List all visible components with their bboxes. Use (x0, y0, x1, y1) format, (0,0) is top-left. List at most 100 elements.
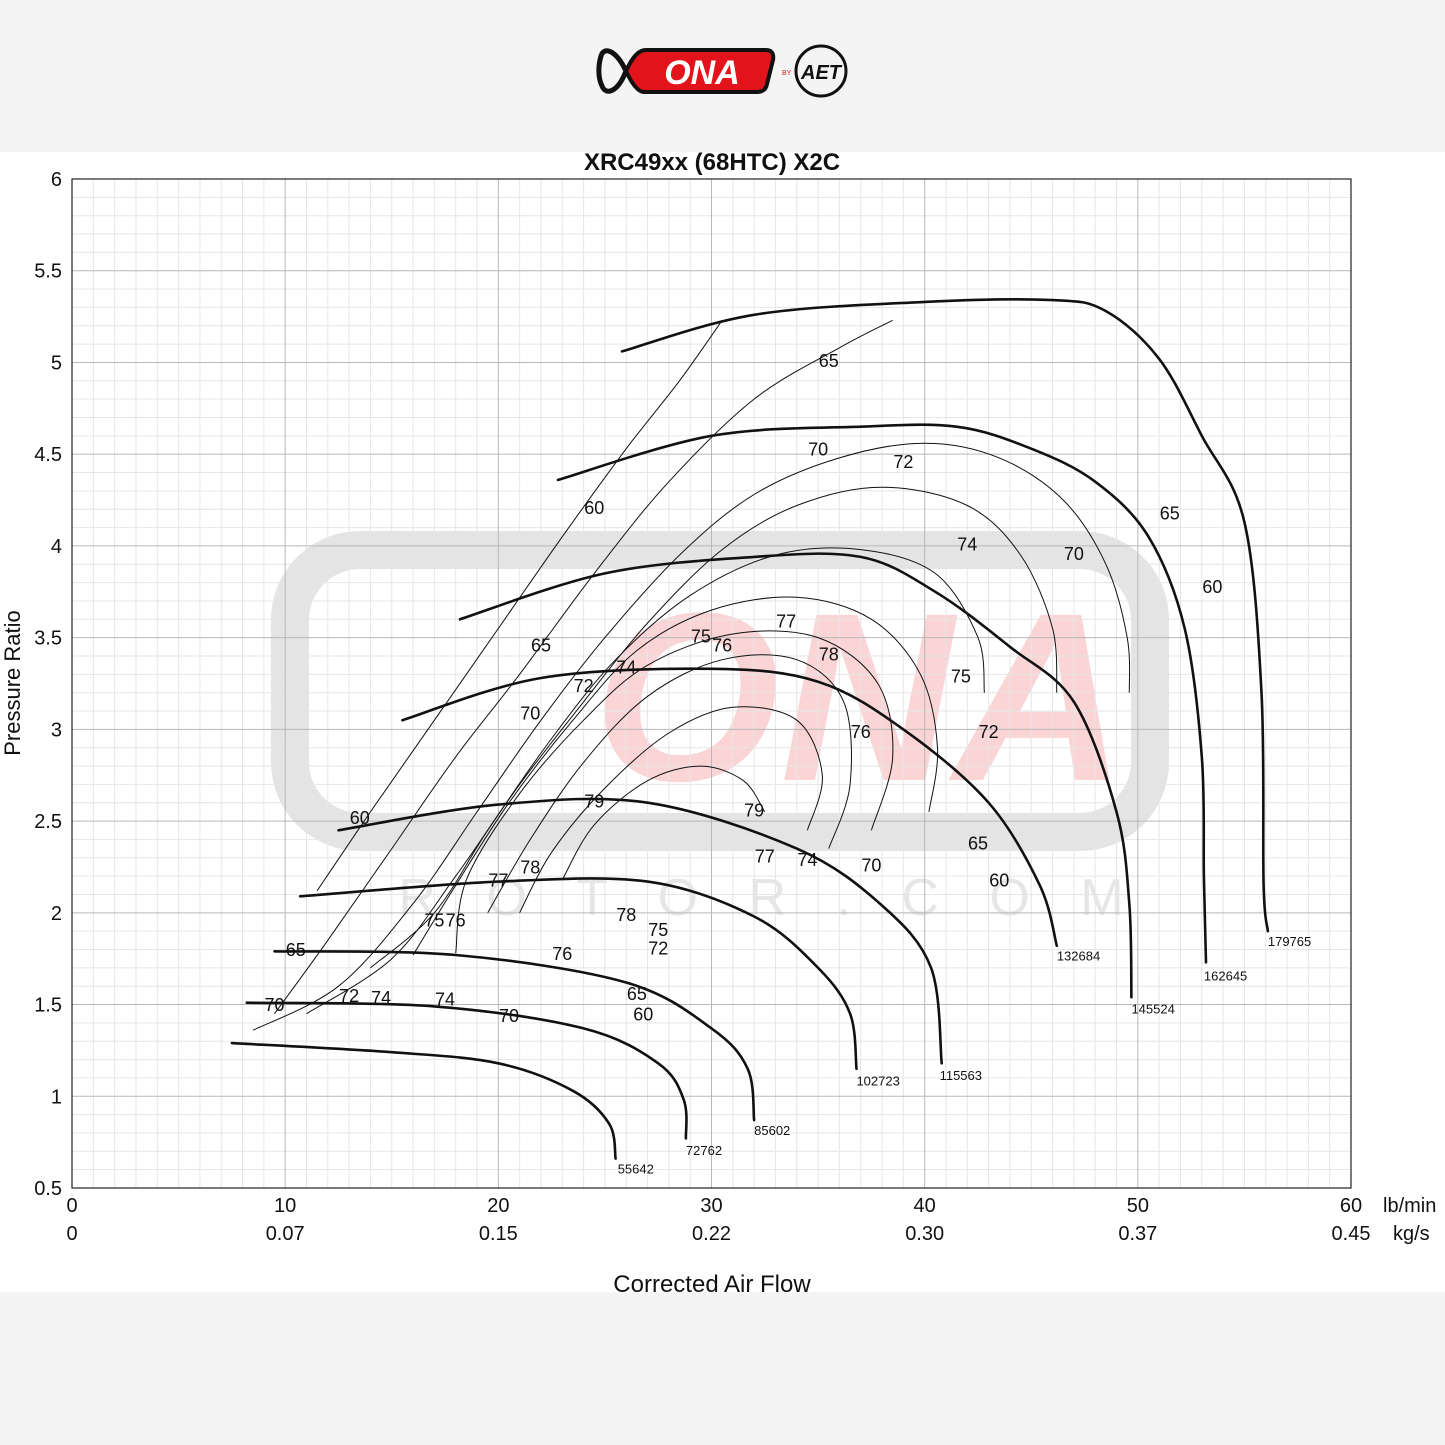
efficiency-label: 65 (627, 984, 647, 1004)
logo-x-loop-icon (596, 48, 629, 94)
efficiency-label: 60 (633, 1004, 653, 1024)
efficiency-contour-79 (561, 765, 766, 881)
x2-tick-label: 0.37 (1118, 1223, 1157, 1245)
y-axis-label: Pressure Ratio (0, 610, 25, 756)
y-tick-label: 3.5 (34, 628, 62, 650)
efficiency-label: 76 (851, 722, 871, 742)
y-tick-label: 2 (51, 903, 62, 925)
efficiency-label: 75 (951, 667, 971, 687)
efficiency-label: 70 (520, 703, 540, 723)
efficiency-label: 76 (446, 911, 466, 931)
y-tick-label: 1 (51, 1086, 62, 1108)
speed-line-162645 (556, 423, 1208, 964)
speed-line-labels: 55642 72762 85602 102723 115563 132684 145524 1… (618, 934, 1312, 1176)
efficiency-label: 74 (435, 990, 455, 1010)
speed-line-label: 72762 (686, 1143, 722, 1158)
speed-line-102723 (298, 877, 858, 1071)
watermark-text: ONA (593, 563, 1126, 831)
x-tick-label: 30 (700, 1195, 722, 1217)
efficiency-label: 60 (989, 870, 1009, 890)
plot-frame (71, 178, 1352, 1189)
chart-panel (0, 152, 1445, 1292)
logo-partner-ring-icon (794, 44, 848, 98)
efficiency-label: 76 (552, 944, 572, 964)
y-tick-labels: 0.5 1 1.5 2 2.5 3 3.5 4 4.5 5 5.5 6 (34, 169, 62, 1200)
efficiency-label: 74 (957, 535, 977, 555)
x2-tick-label: 0.22 (692, 1223, 731, 1245)
efficiency-label: 65 (531, 636, 551, 656)
efficiency-label: 65 (819, 351, 839, 371)
efficiency-contours (252, 319, 1131, 1031)
efficiency-contour-75 (412, 596, 939, 956)
speed-line-label: 85602 (754, 1123, 790, 1138)
efficiency-label: 75 (424, 911, 444, 931)
speed-lines (230, 298, 1270, 1160)
header-band: ONA BY AET (0, 0, 1445, 152)
x2-tick-label: 0.07 (266, 1223, 305, 1245)
logo-x-stroke-icon (623, 48, 776, 94)
watermark: ONA R O T O R . C O M (271, 531, 1169, 927)
speed-line-label: 55642 (618, 1161, 654, 1176)
efficiency-label: 60 (1202, 577, 1222, 597)
efficiency-label: 77 (488, 870, 508, 890)
efficiency-label: 76 (712, 636, 732, 656)
logo-by-text: BY (782, 70, 792, 77)
brand-logo: ONA BY AET (596, 44, 848, 98)
efficiency-contour-60 (316, 320, 723, 892)
efficiency-label: 74 (371, 988, 391, 1008)
speed-line-label: 145524 (1131, 1002, 1174, 1017)
efficiency-label: 75 (691, 626, 711, 646)
efficiency-label: 78 (520, 858, 540, 878)
y-tick-label: 3 (51, 719, 62, 741)
watermark-frame-icon (271, 531, 1169, 851)
efficiency-contour-74 (370, 547, 985, 969)
speed-line-label: 162645 (1204, 969, 1247, 984)
chart-title: XRC49xx (68HTC) X2C (584, 149, 840, 176)
efficiency-label: 74 (797, 850, 817, 870)
efficiency-contour-72 (306, 486, 1058, 1015)
x2-tick-label: 0.30 (905, 1223, 944, 1245)
y-tick-label: 1.5 (34, 995, 62, 1017)
watermark-sub-text: R O T O R . C O M (398, 869, 1141, 927)
logo-text: ONA (664, 54, 740, 92)
speed-line-115563 (337, 797, 943, 1065)
y-tick-label: 6 (51, 169, 62, 191)
x-tick-label: 60 (1340, 1195, 1362, 1217)
logo-partner-text: AET (800, 62, 843, 84)
efficiency-label: 72 (979, 722, 999, 742)
efficiency-label: 78 (819, 645, 839, 665)
y-tick-label: 0.5 (34, 1178, 62, 1200)
efficiency-label: 77 (755, 847, 775, 867)
efficiency-label: 72 (339, 986, 359, 1006)
speed-line-72762 (245, 1001, 688, 1140)
efficiency-label: 78 (616, 905, 636, 925)
x-unit-label: lb/min (1383, 1195, 1436, 1217)
x-tick-label: 10 (274, 1195, 296, 1217)
speed-line-145524 (458, 552, 1133, 999)
efficiency-label: 70 (861, 856, 881, 876)
x2-unit-label: kg/s (1393, 1223, 1430, 1245)
efficiency-label: 70 (499, 1006, 519, 1026)
footer-band (0, 1292, 1445, 1445)
y-tick-label: 2.5 (34, 811, 62, 833)
speed-line-label: 179765 (1268, 934, 1311, 949)
speed-line-label: 115563 (940, 1068, 982, 1083)
y-tick-label: 5 (51, 352, 62, 374)
grid-major (72, 179, 1351, 1188)
x-tick-label: 40 (914, 1195, 936, 1217)
efficiency-label: 79 (584, 791, 604, 811)
x-tick-labels: 0 10 20 30 40 50 60 (66, 1195, 1362, 1217)
efficiency-contour-77 (487, 654, 852, 914)
speed-line-132684 (401, 667, 1059, 948)
speed-line-85602 (273, 950, 756, 1122)
efficiency-label: 65 (1160, 503, 1180, 523)
efficiency-contour-76 (455, 630, 894, 954)
efficiency-label: 77 (776, 612, 796, 632)
x2-tick-label: 0.15 (479, 1223, 518, 1245)
speed-line-55642 (230, 1041, 617, 1160)
efficiency-contour-78 (519, 706, 823, 914)
efficiency-label: 70 (264, 995, 284, 1015)
efficiency-label: 70 (808, 439, 828, 459)
